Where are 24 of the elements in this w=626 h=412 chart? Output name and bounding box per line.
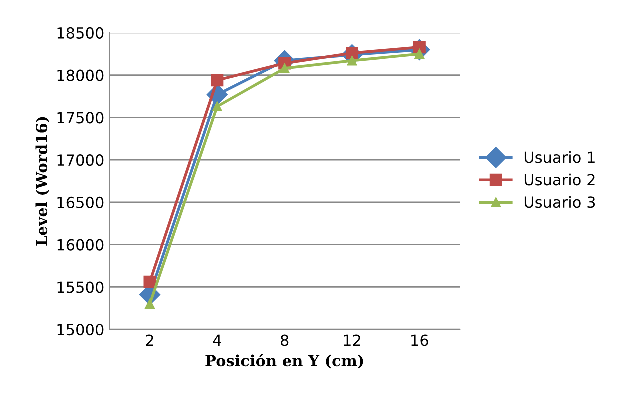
point [347, 56, 358, 66]
y-tick-label: 16500 [58, 196, 104, 208]
x-tick-label: 4 [213, 334, 222, 346]
y-tick-label: 17500 [58, 112, 104, 124]
x-tick-label: 16 [412, 334, 428, 346]
x-tick-label: 12 [344, 334, 360, 346]
legend-label: Usuario 3 [524, 196, 596, 208]
x-axis-title: Posición en Y (cm) [206, 354, 364, 369]
y-tick-label: 18000 [58, 70, 104, 82]
point [145, 299, 155, 310]
y-tick-label: 15500 [58, 282, 104, 294]
x-tick-label: 2 [146, 334, 154, 346]
y-axis-title: Level (Word16) [36, 117, 50, 246]
legend-label: Usuario 2 [524, 174, 595, 186]
point [144, 276, 156, 288]
point [212, 102, 222, 112]
y-tick-label: 17000 [58, 154, 104, 166]
y-tick-label: 18500 [58, 27, 104, 39]
point [211, 74, 224, 87]
y-tick-label: 16000 [58, 239, 104, 251]
y-tick-label: 15000 [58, 324, 104, 336]
legend-label: Usuario 1 [524, 151, 595, 164]
point [280, 64, 290, 74]
x-tick-label: 8 [281, 334, 289, 346]
